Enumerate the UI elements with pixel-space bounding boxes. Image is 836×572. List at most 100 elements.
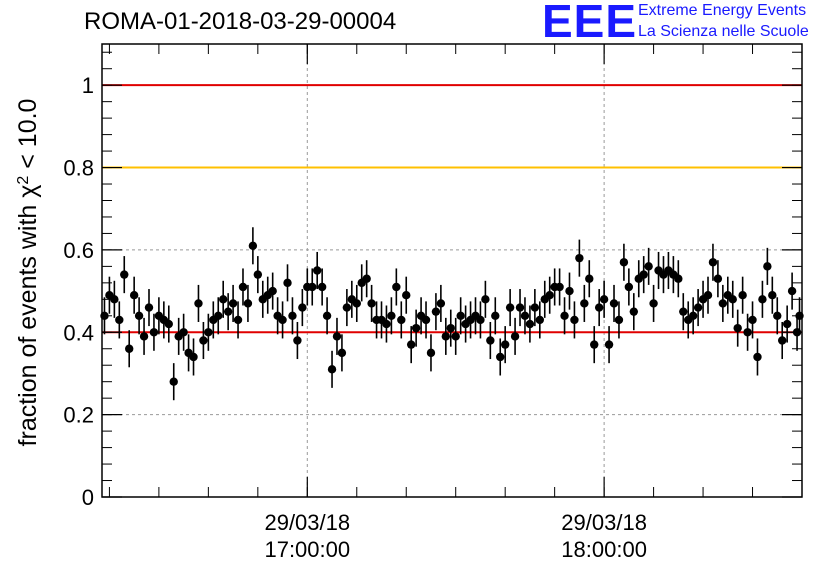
data-point <box>674 274 683 283</box>
data-point <box>590 340 599 349</box>
data-point <box>713 274 723 283</box>
data-point <box>515 303 525 312</box>
data-point <box>644 262 653 271</box>
data-point <box>248 241 258 250</box>
y-tick-label: 0 <box>82 485 94 510</box>
data-point <box>219 295 228 304</box>
data-point <box>604 340 614 349</box>
y-axis-label-sup: 2 <box>15 176 32 185</box>
logo-line-2: La Scienza nelle Scuole <box>638 23 809 40</box>
data-point <box>530 303 540 312</box>
data-point <box>456 311 465 320</box>
data-point <box>332 332 342 341</box>
data-point <box>496 352 505 362</box>
data-point <box>565 286 574 296</box>
data-point <box>233 315 243 325</box>
data-point <box>570 315 579 325</box>
data-point <box>317 282 327 292</box>
data-point <box>614 315 624 325</box>
data-point <box>352 299 361 308</box>
data-point <box>555 282 564 292</box>
y-tick-label: 0.2 <box>63 403 94 428</box>
data-point <box>520 311 530 320</box>
data-point <box>392 282 401 292</box>
reference-lines <box>102 84 802 334</box>
data-point <box>426 348 436 358</box>
data-point <box>585 274 594 283</box>
data-point <box>139 332 149 341</box>
data-point <box>743 328 752 337</box>
axis-ticks: 00.20.40.60.8129/03/1817:00:0029/03/1818… <box>63 44 803 562</box>
data-point <box>298 303 307 312</box>
data-point <box>476 315 485 325</box>
data-point <box>639 270 648 279</box>
data-point <box>763 262 772 271</box>
data-point <box>525 319 535 329</box>
data-point <box>708 258 718 267</box>
data-point <box>649 299 658 308</box>
data-point <box>624 282 634 292</box>
data-point <box>288 311 297 320</box>
data-point <box>134 311 144 320</box>
data-point <box>688 311 698 320</box>
data-point <box>446 323 455 333</box>
data-point <box>753 352 762 362</box>
data-point <box>268 286 277 296</box>
data-point <box>397 315 406 325</box>
data-point <box>402 291 411 300</box>
data-point <box>436 299 446 308</box>
data-point <box>718 299 728 308</box>
data-point <box>560 311 569 320</box>
data-point <box>362 274 371 283</box>
data-point <box>778 336 787 345</box>
data-point <box>733 323 742 333</box>
data-point <box>342 303 352 312</box>
data-point <box>728 295 737 304</box>
y-tick-label: 0.8 <box>63 156 94 181</box>
y-tick-label: 0.6 <box>63 238 94 263</box>
data-point <box>411 323 421 333</box>
data-point <box>505 303 515 312</box>
data-point <box>787 286 797 296</box>
data-point <box>228 299 238 308</box>
data-point <box>293 336 302 345</box>
data-point <box>481 295 490 304</box>
data-point <box>164 319 173 329</box>
data-points <box>100 227 804 401</box>
data-point <box>758 295 767 304</box>
eee-logo: EEE Extreme Energy Events La Scienza nel… <box>542 0 832 47</box>
data-point <box>387 311 396 320</box>
data-point <box>451 332 460 341</box>
data-point <box>486 336 495 345</box>
data-point <box>703 291 713 300</box>
grid-layer <box>102 44 802 497</box>
data-point <box>125 344 134 353</box>
data-point <box>144 303 154 312</box>
plot-frame <box>101 43 803 498</box>
logo-line-1: Extreme Energy Events <box>638 2 807 19</box>
data-point <box>773 311 782 320</box>
y-axis-label: fraction of events with χ2 < 10.0 <box>14 99 42 447</box>
data-point <box>693 303 703 312</box>
y-tick-label: 0.4 <box>63 320 94 345</box>
data-point <box>406 340 416 349</box>
x-tick-label-date: 29/03/18 <box>264 510 350 535</box>
data-point <box>312 266 322 275</box>
logo-mark: EEE <box>542 0 638 47</box>
chart-title: ROMA-01-2018-03-29-00004 <box>84 8 397 35</box>
data-point <box>243 299 253 308</box>
data-point <box>110 295 119 304</box>
data-point <box>179 328 188 337</box>
data-point <box>367 299 376 308</box>
data-point <box>738 291 747 300</box>
data-point <box>382 319 391 329</box>
data-point <box>609 299 619 308</box>
data-point <box>421 315 431 325</box>
data-point <box>223 307 233 316</box>
data-point <box>629 307 639 316</box>
data-point <box>594 303 604 312</box>
data-point <box>545 291 554 300</box>
data-point <box>120 270 129 279</box>
data-point <box>278 315 287 325</box>
